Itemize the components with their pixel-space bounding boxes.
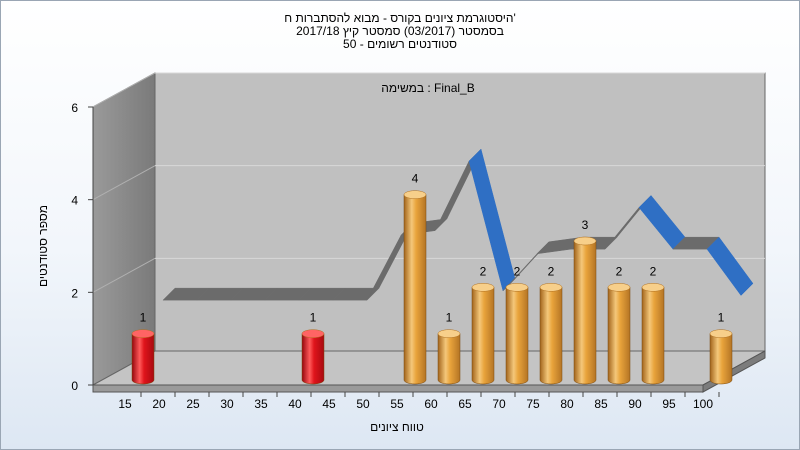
y-tick-label: 4 — [71, 194, 78, 208]
trend-ribbon — [162, 148, 754, 301]
x-tick-label: 75 — [526, 397, 540, 411]
data-label: 3 — [582, 218, 589, 232]
data-label: 1 — [718, 311, 725, 325]
plot-back-wall — [154, 72, 766, 352]
data-label: 2 — [616, 264, 623, 278]
y-tick-label: 0 — [71, 379, 78, 393]
bar — [539, 283, 563, 385]
annotation-label: במשימה : Final_B — [381, 81, 475, 95]
data-label: 4 — [412, 172, 419, 186]
x-tick-label: 70 — [492, 397, 506, 411]
x-tick-label: 55 — [390, 397, 404, 411]
bar — [437, 329, 461, 385]
bar — [471, 283, 495, 385]
gridline-side — [92, 72, 156, 108]
bar — [709, 329, 733, 385]
x-tick-label: 85 — [594, 397, 608, 411]
x-tick-label: 20 — [152, 397, 166, 411]
x-tick-label: 80 — [560, 397, 574, 411]
x-tick-label: 25 — [186, 397, 200, 411]
x-axis-title: טווח ציונים — [370, 420, 424, 434]
x-tick-label: 90 — [628, 397, 642, 411]
x-tick-label: 45 — [322, 397, 336, 411]
bar — [403, 190, 427, 385]
y-tick-label: 2 — [71, 286, 78, 300]
x-tick-label: 40 — [288, 397, 302, 411]
bar — [301, 329, 325, 385]
bar — [573, 236, 597, 385]
chart-title-line-1: היסטוגרמת ציונים בקורס - מבוא להסתברות ח… — [284, 11, 516, 25]
x-tick-label: 100 — [693, 397, 713, 411]
bars — [131, 190, 733, 385]
data-labels: 1 1 4 1 2 2 2 3 2 2 1 — [140, 172, 725, 325]
bar — [131, 329, 155, 385]
bar — [641, 283, 665, 385]
x-tick-label: 30 — [220, 397, 234, 411]
gridlines — [92, 72, 765, 293]
y-axis-title: מספר סטודנטים — [36, 205, 50, 287]
gridline-side — [92, 257, 156, 293]
y-axis: 0 2 4 6 — [71, 101, 94, 393]
x-axis: 15 20 25 30 35 40 45 50 55 60 65 70 75 80 85 90 95 100 — [118, 392, 720, 411]
x-tick-label: 50 — [356, 397, 370, 411]
trend-segment — [706, 236, 754, 296]
x-tick-label: 15 — [118, 397, 132, 411]
data-label: 2 — [480, 264, 487, 278]
chart-title-line-3: סטודנטים רשומים - 50 — [343, 37, 457, 51]
y-tick-label: 6 — [71, 101, 78, 115]
bar — [607, 283, 631, 385]
data-label: 2 — [548, 264, 555, 278]
gridline-side — [92, 165, 156, 201]
data-label: 2 — [514, 264, 521, 278]
bar — [505, 283, 529, 385]
x-tick-label: 60 — [424, 397, 438, 411]
data-label: 1 — [446, 311, 453, 325]
data-label: 1 — [140, 311, 147, 325]
x-tick-label: 35 — [254, 397, 268, 411]
x-tick-label: 65 — [458, 397, 472, 411]
data-label: 2 — [650, 264, 657, 278]
x-tick-label: 95 — [662, 397, 676, 411]
data-label: 1 — [310, 311, 317, 325]
chart-title-line-2: בסמסטר (03/2017) סמסטר קיץ 2017/18 — [296, 24, 504, 38]
plot-floor-edge — [92, 384, 704, 393]
